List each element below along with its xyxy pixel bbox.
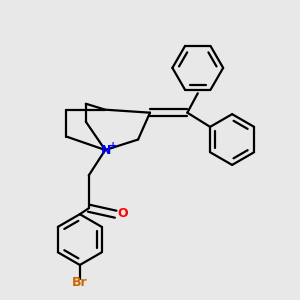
Text: +: + — [109, 141, 117, 151]
Text: O: O — [117, 206, 128, 220]
Text: N: N — [101, 144, 111, 158]
Text: Br: Br — [72, 276, 88, 290]
